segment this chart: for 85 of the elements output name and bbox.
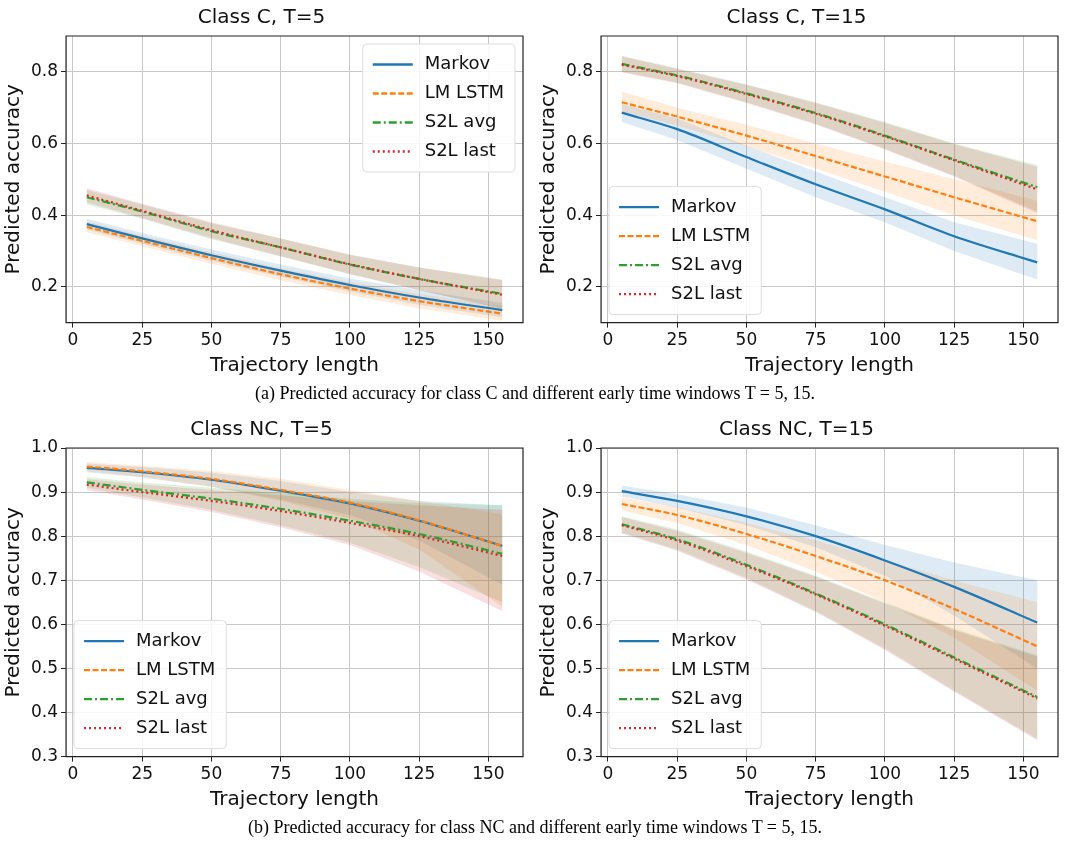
x-tick-label: 50	[200, 763, 223, 784]
legend-label: LM LSTM	[136, 657, 216, 679]
x-tick-label: 150	[1007, 329, 1040, 350]
legend-label: S2L avg	[424, 110, 497, 132]
y-tick-label: 0.4	[565, 700, 594, 721]
x-tick-label: 125	[937, 329, 971, 350]
chart-title: Class C, T=15	[726, 4, 867, 29]
x-axis-title: Trajectory length	[209, 352, 379, 377]
y-tick-label: 1.0	[565, 436, 594, 457]
y-tick-label: 0.3	[565, 745, 594, 766]
x-tick-label: 50	[200, 329, 223, 350]
x-tick-label: 50	[735, 763, 758, 784]
legend-label: Markov	[671, 628, 737, 650]
x-tick-label: 100	[868, 329, 902, 350]
legend-label: LM LSTM	[671, 657, 751, 679]
x-tick-label: 75	[804, 763, 827, 784]
x-tick-label: 125	[402, 329, 436, 350]
x-tick-label: 50	[735, 329, 758, 350]
y-tick-label: 0.3	[30, 745, 59, 766]
x-tick-label: 0	[67, 763, 79, 784]
x-tick-label: 25	[131, 329, 154, 350]
x-axis-title: Trajectory length	[744, 352, 914, 377]
text: (b) Predicted accuracy for class NC and different early time windows T = 5, 15.	[247, 816, 823, 839]
y-tick-label: 0.6	[565, 131, 594, 152]
legend-label: Markov	[671, 194, 737, 216]
x-axis-title: Trajectory length	[744, 786, 914, 811]
y-axis-title: Predicted accuracy	[535, 506, 560, 698]
x-tick-label: 25	[666, 329, 689, 350]
x-axis-title: Trajectory length	[209, 786, 379, 811]
line-series	[620, 490, 1039, 624]
x-tick-label: 150	[1007, 763, 1040, 784]
x-tick-label: 150	[472, 763, 505, 784]
y-tick-label: 0.8	[565, 60, 594, 81]
x-tick-label: 75	[269, 763, 292, 784]
y-tick-label: 0.2	[30, 275, 59, 296]
x-tick-label: 25	[666, 763, 689, 784]
x-tick-label: 150	[472, 329, 505, 350]
x-tick-label: 100	[333, 329, 367, 350]
x-tick-label: 0	[67, 329, 79, 350]
x-tick-label: 100	[333, 763, 367, 784]
y-tick-label: 0.5	[565, 656, 594, 677]
line-series	[620, 502, 1039, 648]
legend-label: S2L last	[136, 715, 208, 737]
x-tick-label: 25	[131, 763, 154, 784]
legend-label: Markov	[424, 52, 491, 74]
x-tick-label: 100	[868, 763, 902, 784]
chart-title: Class NC, T=5	[190, 416, 333, 441]
x-tick-label: 125	[402, 763, 436, 784]
legend-label: Markov	[136, 628, 202, 650]
y-tick-label: 0.9	[30, 480, 59, 501]
text: (a) Predicted accuracy for class C and different early time windows T = 5, 15.	[254, 382, 816, 405]
x-tick-label: 125	[937, 763, 971, 784]
y-axis-title: Predicted accuracy	[0, 83, 25, 275]
legend-label: S2L last	[671, 715, 743, 737]
y-tick-label: 0.6	[565, 612, 594, 633]
legend-label: S2L last	[671, 281, 743, 303]
legend-label: S2L avg	[671, 686, 743, 708]
y-axis-title: Predicted accuracy	[0, 506, 25, 698]
legend-label: S2L avg	[671, 252, 743, 274]
y-tick-label: 1.0	[30, 436, 59, 457]
y-tick-label: 0.7	[565, 568, 594, 589]
y-tick-label: 0.6	[30, 131, 59, 152]
y-axis-title: Predicted accuracy	[535, 83, 560, 275]
y-tick-label: 0.4	[565, 203, 594, 224]
legend-label: LM LSTM	[424, 81, 505, 103]
y-tick-label: 0.7	[30, 568, 59, 589]
line-series	[620, 101, 1039, 223]
y-tick-label: 0.8	[30, 60, 59, 81]
x-tick-label: 0	[602, 763, 614, 784]
legend-label: S2L last	[424, 139, 496, 161]
y-tick-label: 0.2	[565, 275, 594, 296]
x-tick-label: 0	[602, 329, 614, 350]
y-tick-label: 0.9	[565, 480, 594, 501]
x-tick-label: 75	[269, 329, 292, 350]
y-tick-label: 0.5	[30, 656, 59, 677]
legend-label: LM LSTM	[671, 223, 751, 245]
y-tick-label: 0.8	[30, 524, 59, 545]
chart-title: Class C, T=5	[197, 4, 326, 29]
y-tick-label: 0.6	[30, 612, 59, 633]
legend-label: S2L avg	[136, 686, 208, 708]
y-tick-label: 0.4	[30, 700, 59, 721]
chart-title: Class NC, T=15	[718, 416, 875, 441]
y-tick-label: 0.8	[565, 524, 594, 545]
y-tick-label: 0.4	[30, 203, 59, 224]
x-tick-label: 75	[804, 329, 827, 350]
